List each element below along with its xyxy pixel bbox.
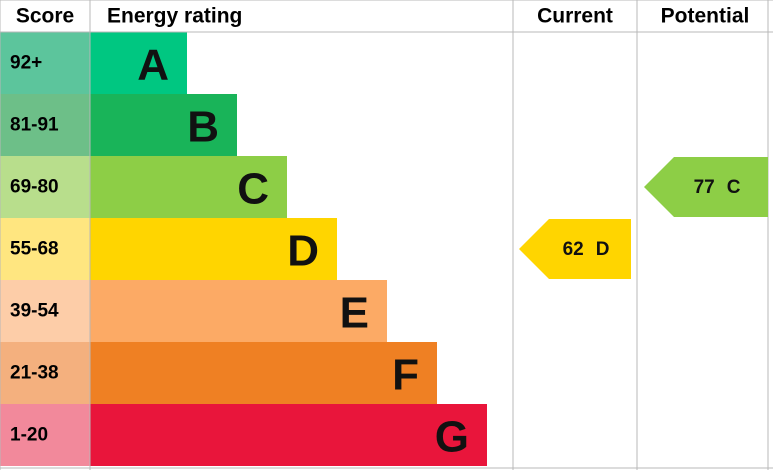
header-rating: Energy rating <box>107 5 242 28</box>
rating-bar <box>90 94 237 156</box>
score-label: 39-54 <box>10 301 59 322</box>
current-value: 62 <box>563 239 584 260</box>
potential-label: 77 C <box>694 177 741 198</box>
score-cell <box>0 342 90 404</box>
score-cell <box>0 280 90 342</box>
rating-letter: E <box>340 289 369 338</box>
score-cell <box>0 404 90 466</box>
score-cell <box>0 32 90 94</box>
rating-bar <box>90 280 387 342</box>
rating-letter: D <box>287 227 319 276</box>
score-label: 1-20 <box>10 425 48 446</box>
score-cell <box>0 156 90 218</box>
rating-letter: B <box>187 103 219 152</box>
score-cell <box>0 94 90 156</box>
rating-bar <box>90 342 437 404</box>
header-score: Score <box>16 5 74 28</box>
current-arrow <box>519 219 631 279</box>
rating-letter: G <box>435 413 469 462</box>
score-label: 69-80 <box>10 177 59 198</box>
rating-bar <box>90 32 187 94</box>
score-label: 81-91 <box>10 115 59 136</box>
score-label: 21-38 <box>10 363 59 384</box>
header-current: Current <box>537 5 613 28</box>
current-letter: D <box>596 239 610 260</box>
score-label: 55-68 <box>10 239 59 260</box>
potential-arrow <box>644 157 768 217</box>
rating-letter: C <box>237 165 269 214</box>
potential-value: 77 <box>694 177 715 198</box>
score-cell <box>0 218 90 280</box>
score-label: 92+ <box>10 53 42 74</box>
rating-bar <box>90 404 487 466</box>
rating-letter: F <box>392 351 419 400</box>
current-label: 62 D <box>563 239 610 260</box>
rating-letter: A <box>137 41 169 90</box>
rating-bar <box>90 156 287 218</box>
rating-bar <box>90 218 337 280</box>
header-potential: Potential <box>661 5 750 28</box>
potential-letter: C <box>727 177 741 198</box>
